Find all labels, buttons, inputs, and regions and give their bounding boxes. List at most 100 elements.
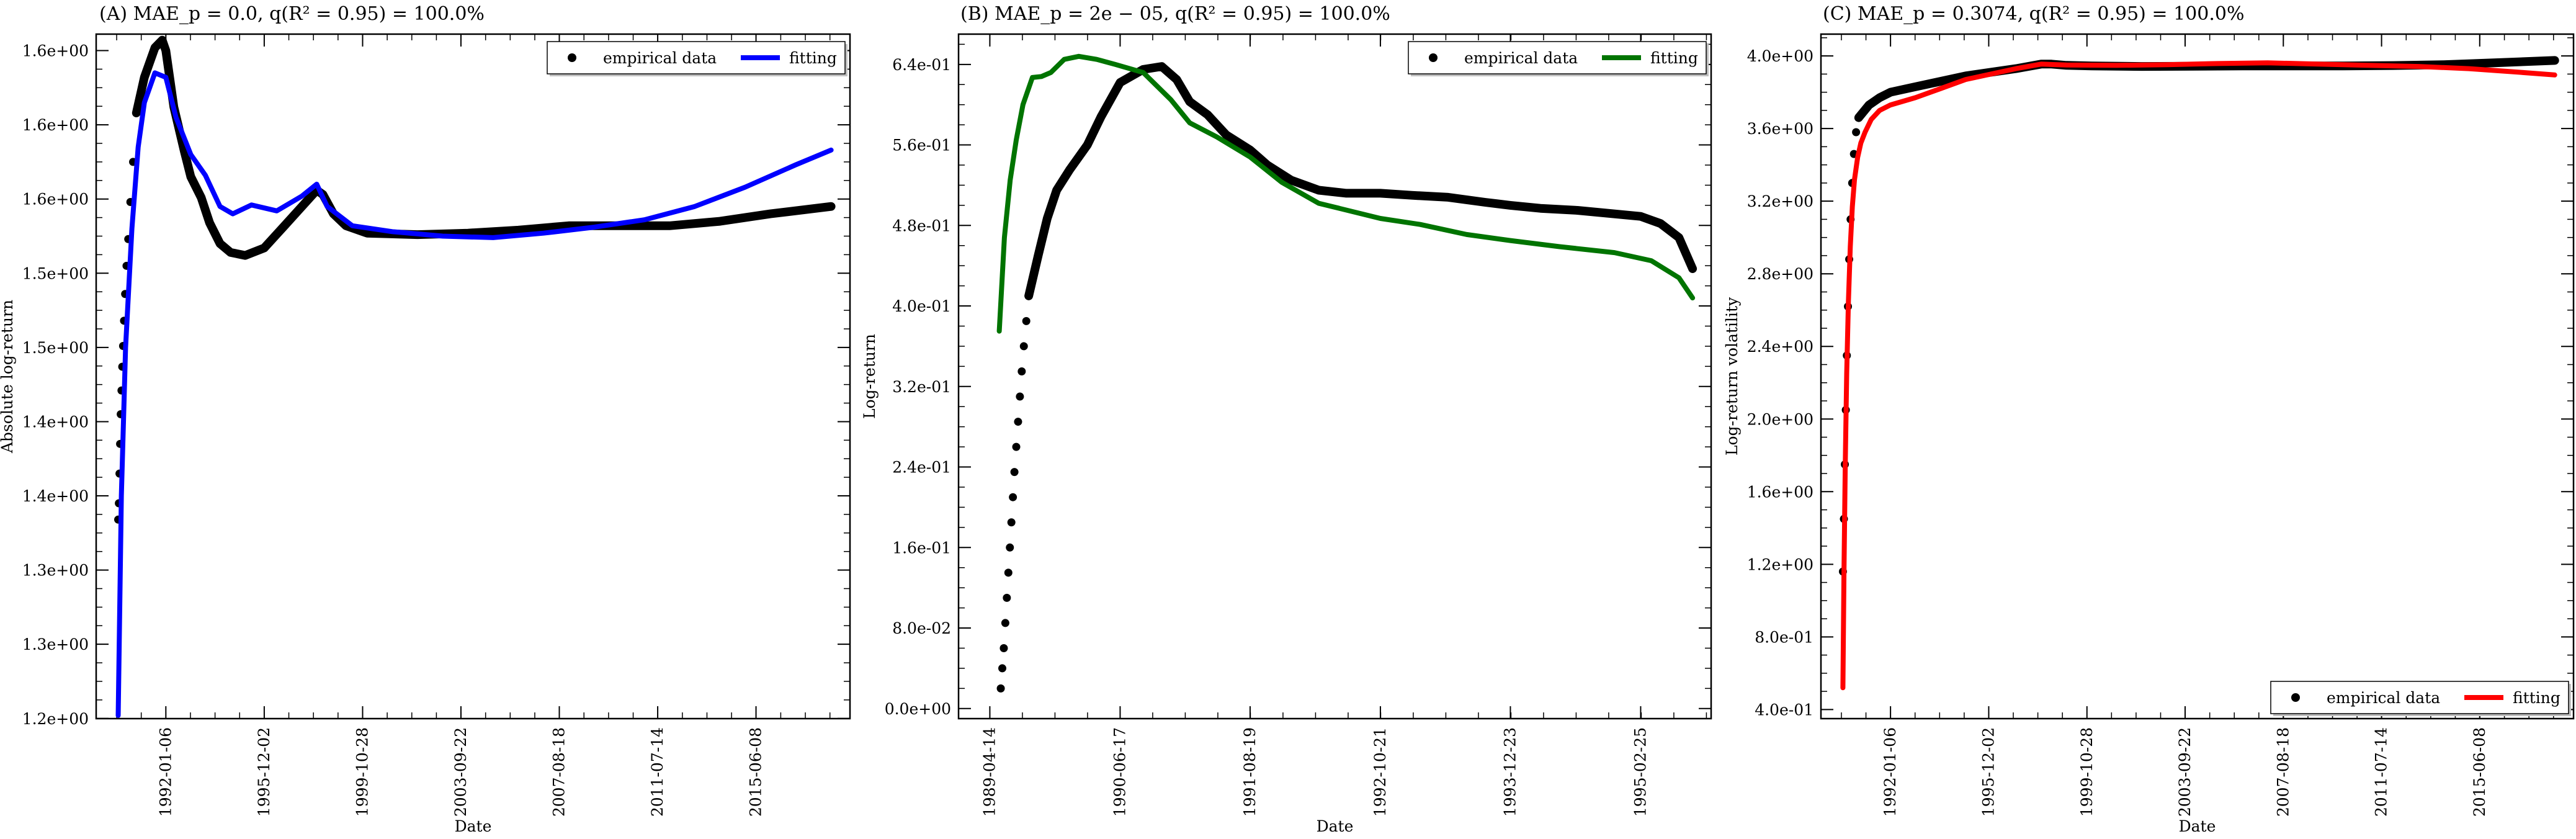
- legend-label-fitting: fitting: [1650, 49, 1698, 67]
- x-tick-label: 1999-10-28: [2078, 727, 2096, 817]
- y-axis-label: Log-return volatility: [1723, 297, 1741, 455]
- legend-label-empirical: empirical data: [2327, 689, 2440, 707]
- legend: empirical data fitting: [1408, 41, 1709, 76]
- x-axis-label: Date: [1317, 817, 1354, 835]
- x-tick-label: 1992-01-06: [1881, 727, 1899, 817]
- x-axis-label: Date: [2179, 817, 2216, 835]
- y-tick-label: 1.5e+00: [22, 339, 89, 357]
- legend-box: [1408, 41, 1707, 74]
- data-point: [1014, 418, 1022, 426]
- chart-panel-b: (B) MAE_p = 2e − 05, q(R² = 0.95) = 100.…: [861, 3, 1712, 835]
- y-tick-label: 0.0e+00: [885, 700, 951, 718]
- x-tick-label: 1999-10-28: [353, 727, 371, 817]
- legend-label-empirical: empirical data: [1464, 49, 1578, 67]
- chart-panel-c: (C) MAE_p = 0.3074, q(R² = 0.95) = 100.0…: [1723, 3, 2575, 835]
- data-point: [1019, 342, 1028, 351]
- y-tick-label: 4.0e+00: [1747, 47, 1813, 65]
- legend-label-fitting: fitting: [789, 49, 837, 67]
- x-tick-label: 1989-04-14: [980, 727, 998, 817]
- data-point: [1007, 518, 1016, 527]
- y-tick-label: 1.6e-01: [892, 539, 951, 557]
- data-point: [1003, 593, 1011, 602]
- y-tick-label: 1.4e+00: [22, 413, 89, 431]
- x-tick-label: 1990-06-17: [1111, 727, 1129, 817]
- data-point: [996, 684, 1005, 693]
- legend-label-empirical: empirical data: [603, 49, 717, 67]
- x-tick-label: 1995-02-25: [1631, 727, 1649, 817]
- y-tick-label: 6.4e-01: [892, 56, 951, 74]
- x-tick-label: 2015-06-08: [747, 727, 765, 817]
- x-tick-label: 2015-06-08: [2471, 727, 2489, 817]
- data-point: [1017, 367, 1026, 375]
- x-tick-label: 1991-08-19: [1241, 727, 1259, 817]
- y-tick-label: 2.4e+00: [1747, 338, 1813, 356]
- data-point: [1852, 128, 1861, 137]
- y-tick-label: 4.8e-01: [892, 217, 951, 235]
- x-axis-label: Date: [455, 817, 492, 835]
- y-tick-label: 1.3e+00: [22, 635, 89, 653]
- y-tick-label: 4.0e-01: [892, 297, 951, 315]
- series-line-fitting: [996, 53, 1696, 334]
- plot-frame: [957, 33, 1712, 720]
- y-tick-label: 3.6e+00: [1747, 120, 1813, 138]
- legend: empirical data fitting: [2270, 681, 2571, 716]
- legend-marker-empirical: [2291, 693, 2300, 702]
- data-point: [1016, 392, 1024, 401]
- x-tick-label: 1993-12-23: [1501, 727, 1519, 817]
- data-point: [1006, 543, 1014, 552]
- data-point: [1012, 442, 1021, 451]
- y-tick-label: 1.3e+00: [22, 562, 89, 580]
- legend-marker-empirical: [1429, 53, 1438, 62]
- y-axis-label: Log-return: [861, 334, 879, 419]
- series-group: [114, 35, 836, 718]
- legend-box: [2270, 681, 2569, 714]
- data-point: [1009, 493, 1017, 501]
- y-tick-label: 4.0e-01: [1755, 701, 1813, 719]
- data-point: [998, 664, 1006, 673]
- y-tick-label: 3.2e+00: [1747, 192, 1813, 210]
- y-tick-label: 2.0e+00: [1747, 410, 1813, 428]
- data-point: [1004, 568, 1013, 577]
- x-tick-label: 2007-08-18: [2274, 727, 2292, 817]
- x-tick-label: 2003-09-22: [2176, 727, 2194, 817]
- chart-panel-a: (A) MAE_p = 0.0, q(R² = 0.95) = 100.0% 1.…: [0, 3, 851, 835]
- x-tick-label: 2003-09-22: [452, 727, 470, 817]
- x-tick-label: 2007-08-18: [550, 727, 568, 817]
- plot-frame: [95, 33, 851, 720]
- legend-marker-empirical: [568, 53, 576, 62]
- panel-title: (C) MAE_p = 0.3074, q(R² = 0.95) = 100.0…: [1823, 3, 2244, 25]
- series-line-empirical-data: [1024, 62, 1697, 300]
- x-tick-label: 2011-07-14: [648, 727, 666, 817]
- series-group: [996, 53, 1697, 693]
- y-tick-label: 3.2e-01: [892, 378, 951, 396]
- data-point: [1022, 316, 1031, 325]
- x-tick-label: 1992-10-21: [1371, 727, 1389, 817]
- y-tick-label: 1.4e+00: [22, 487, 89, 505]
- data-point: [1000, 644, 1008, 652]
- y-tick-label: 2.8e+00: [1747, 265, 1813, 283]
- y-axis-label: Absolute log-return: [0, 300, 16, 454]
- series-line-fitting: [1840, 60, 2557, 691]
- x-tick-label: 1995-12-02: [1979, 727, 1997, 817]
- y-tick-label: 1.2e+00: [22, 710, 89, 728]
- y-tick-label: 8.0e-01: [1755, 628, 1813, 646]
- y-tick-label: 1.6e+00: [22, 116, 89, 134]
- y-tick-label: 1.6e+00: [1747, 483, 1813, 501]
- panel-title: (A) MAE_p = 0.0, q(R² = 0.95) = 100.0%: [99, 3, 485, 25]
- y-tick-label: 1.6e+00: [22, 191, 89, 209]
- x-tick-label: 2011-07-14: [2373, 727, 2390, 817]
- x-tick-label: 1992-01-06: [156, 727, 174, 817]
- data-point: [1010, 468, 1019, 477]
- y-tick-label: 2.4e-01: [892, 459, 951, 477]
- y-tick-label: 5.6e-01: [892, 137, 951, 155]
- data-point: [1001, 619, 1009, 627]
- legend-label-fitting: fitting: [2513, 689, 2560, 707]
- legend: empirical data fitting: [547, 41, 847, 76]
- legend-box: [547, 41, 846, 74]
- y-tick-label: 8.0e-02: [892, 619, 951, 637]
- y-tick-label: 1.6e+00: [22, 42, 89, 60]
- series-group: [1838, 56, 2559, 691]
- x-tick-label: 1995-12-02: [255, 727, 273, 817]
- panel-title: (B) MAE_p = 2e − 05, q(R² = 0.95) = 100.…: [960, 3, 1390, 25]
